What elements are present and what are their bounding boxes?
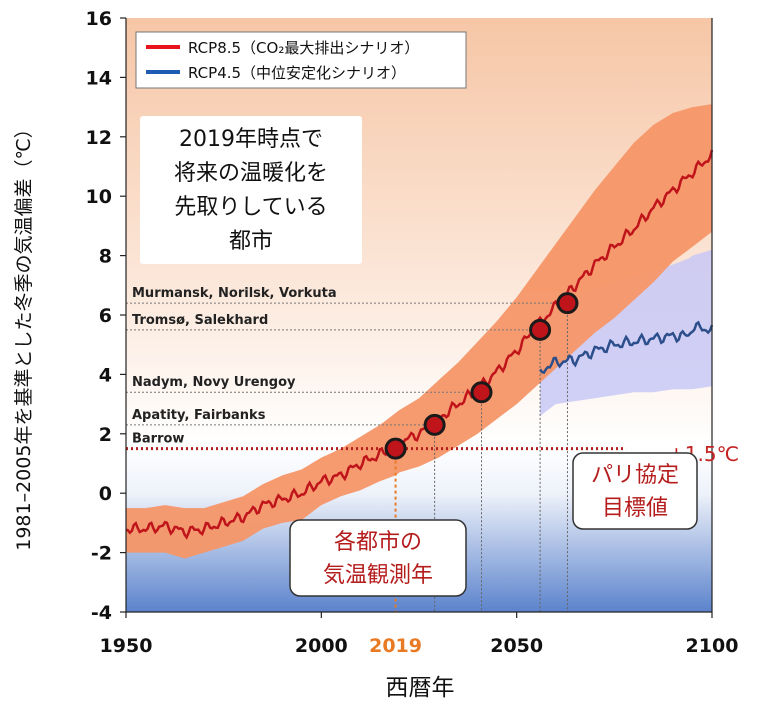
annotation-leading-cities-box <box>140 116 362 264</box>
legend-label-rcp85: RCP8.5（CO₂最大排出シナリオ） <box>188 39 419 57</box>
legend: RCP8.5（CO₂最大排出シナリオ） RCP4.5（中位安定化シナリオ） <box>135 31 467 89</box>
annotation-observation-years: 各都市の 気温観測年 <box>289 519 467 597</box>
threshold-labels: Murmansk, Norilsk, Vorkuta Tromsø, Salekh… <box>132 286 337 447</box>
annotation-leading-cities-line-2: 将来の温暖化を <box>174 161 328 186</box>
annotation-leading-cities-line-4: 都市 <box>229 229 273 254</box>
annotation-observation-years-line-1: 各都市の <box>334 530 422 555</box>
y-tick-label: 0 <box>99 483 112 505</box>
threshold-city-label: Nadym, Novy Urengoy <box>132 375 296 390</box>
legend-label-rcp45: RCP4.5（中位安定化シナリオ） <box>188 64 406 82</box>
x-tick-label: 1950 <box>100 635 153 657</box>
uncertainty-bands <box>126 104 712 559</box>
x-axis-ticks: 1950 2000 2050 2100 2019 <box>100 612 739 657</box>
legend-box <box>135 31 467 89</box>
threshold-city-label: Tromsø, Salekhard <box>132 313 268 328</box>
y-tick-label: 16 <box>86 8 112 30</box>
threshold-city-label: Murmansk, Norilsk, Vorkuta <box>132 286 337 301</box>
x-tick-label-highlight: 2019 <box>369 635 422 657</box>
annotation-leading-cities: 2019年時点で 将来の温暖化を 先取りしている 都市 <box>140 116 362 264</box>
y-tick-label: 10 <box>86 186 112 208</box>
threshold-city-label: Barrow <box>132 432 184 447</box>
x-tick-label: 2000 <box>295 635 348 657</box>
annotation-observation-years-box <box>289 519 467 597</box>
plot-area: Murmansk, Norilsk, Vorkuta Tromsø, Salekh… <box>125 18 714 613</box>
threshold-city-label: Apatity, Fairbanks <box>132 408 266 423</box>
annotation-paris-agreement-line-2: 目標値 <box>602 496 668 521</box>
rcp45-uncertainty-band <box>540 249 712 416</box>
rcp85-line <box>125 149 714 540</box>
y-tick-label: 6 <box>99 305 112 327</box>
annotation-paris-agreement-line-1: パリ協定 <box>591 463 679 488</box>
city-observation-marker <box>529 318 552 341</box>
y-axis-label: 1981–2005年を基準とした冬季の気温偏差（℃） <box>13 119 35 551</box>
y-tick-label: 2 <box>99 424 112 446</box>
threshold-guides <box>126 302 627 612</box>
y-tick-label: 8 <box>99 246 112 268</box>
x-tick-label: 2100 <box>686 635 739 657</box>
city-observation-marker <box>384 437 407 460</box>
rcp45-line <box>539 320 714 375</box>
y-axis-ticks: -4 -2 0 2 4 6 8 10 12 14 16 <box>86 8 126 624</box>
x-axis-label: 西暦年 <box>386 675 455 701</box>
city-observation-marker <box>556 292 579 315</box>
y-tick-label: -4 <box>91 602 112 624</box>
y-tick-label: 12 <box>86 127 112 149</box>
annotation-paris-agreement-box <box>572 452 698 530</box>
y-tick-label: -2 <box>91 543 112 565</box>
observation-markers <box>384 292 579 460</box>
x-tick-label: 2050 <box>490 635 543 657</box>
y-tick-label: 14 <box>86 67 112 89</box>
y-tick-label: 4 <box>99 364 112 386</box>
annotation-observation-years-line-2: 気温観測年 <box>323 563 433 588</box>
series-lines <box>125 149 714 540</box>
city-observation-marker <box>423 413 446 436</box>
city-observation-marker <box>470 381 493 404</box>
annotation-leading-cities-line-3: 先取りしている <box>174 195 327 220</box>
annotation-paris-agreement: パリ協定 目標値 <box>572 452 698 530</box>
rcp85-uncertainty-band <box>126 104 712 559</box>
annotation-leading-cities-line-1: 2019年時点で <box>179 127 323 152</box>
